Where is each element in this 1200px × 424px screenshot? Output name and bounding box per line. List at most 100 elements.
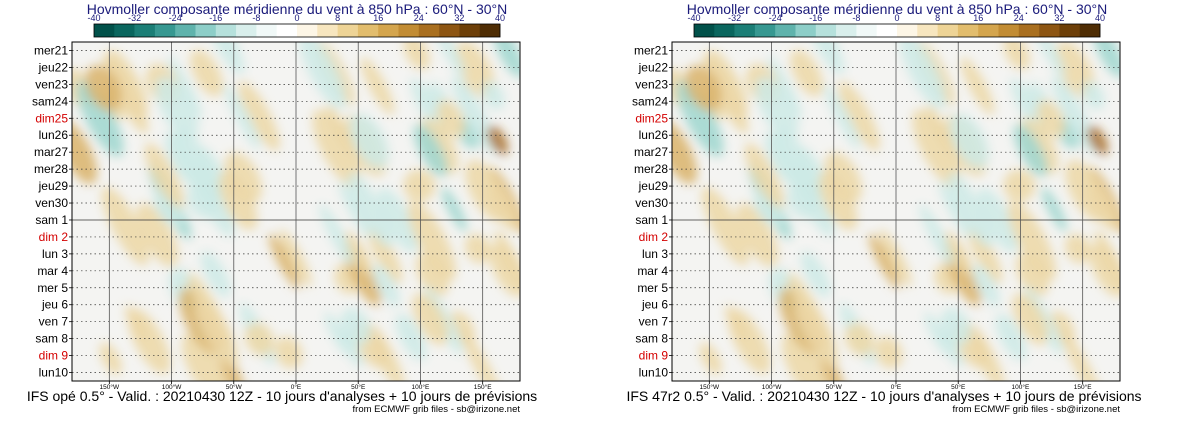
- x-tick-label: 50°W: [826, 383, 843, 391]
- colorbar-swatch: [154, 24, 176, 37]
- colorbar-tick-label: 0: [894, 13, 899, 23]
- colorbar-tick-label: -40: [87, 13, 100, 23]
- y-tick-label: jeu29: [38, 179, 69, 193]
- x-tick-label: 100°W: [762, 383, 782, 391]
- colorbar-frame: [693, 23, 1101, 38]
- y-axis: mer21 jeu22 ven23 sam24 dim25 lun26 mar27 mer28…: [632, 43, 672, 380]
- y-tick-label: jeu22: [38, 60, 69, 74]
- credit-line: from ECMWF grib files - sb@irizone.net: [953, 404, 1121, 415]
- x-tick-label: 50°W: [226, 383, 243, 391]
- colorbar-swatch: [1059, 24, 1080, 37]
- credit-line: from ECMWF grib files - sb@irizone.net: [353, 404, 521, 415]
- y-tick-label: ven23: [35, 77, 68, 91]
- colorbar-swatch: [815, 24, 837, 37]
- colorbar-swatch: [836, 24, 857, 37]
- y-tick-label: mer21: [34, 43, 68, 57]
- colorbar-swatch: [357, 24, 379, 37]
- colorbar-swatch: [1018, 24, 1040, 37]
- colorbar-tick-label: -16: [809, 13, 822, 23]
- colorbar-swatch: [114, 24, 135, 37]
- colorbar-swatch: [694, 24, 715, 37]
- y-tick-label: mar27: [634, 145, 668, 159]
- colorbar-swatch: [459, 24, 480, 37]
- y-tick-label: jeu29: [638, 179, 669, 193]
- x-tick-label: 0°E: [891, 383, 902, 391]
- colorbar-swatch: [897, 24, 918, 37]
- colorbar-swatch: [134, 24, 156, 37]
- x-axis: 150°W 100°W 50°W 0°E 50°E 100°E 150°E: [700, 381, 1092, 391]
- colorbar-frame: [93, 23, 501, 38]
- colorbar-tick-label: -8: [852, 13, 860, 23]
- colorbar-swatch: [276, 24, 298, 37]
- colorbar-swatch: [175, 24, 196, 37]
- y-tick-label: mar 4: [637, 264, 668, 278]
- colorbar-swatch: [795, 24, 817, 37]
- y-tick-label: mar 4: [37, 264, 68, 278]
- colorbar-swatch: [418, 24, 440, 37]
- y-tick-label: lun 3: [642, 247, 668, 261]
- y-tick-label: sam24: [32, 94, 68, 108]
- colorbar: -40 -32 -24 -16 -8 0 8 16 24 32 40: [87, 13, 505, 38]
- colorbar-swatch: [957, 24, 979, 37]
- y-tick-label: dim 9: [639, 349, 669, 363]
- plot-frame: [71, 41, 521, 382]
- colorbar-tick-label: 40: [495, 13, 505, 23]
- colorbar-tick-label: -40: [687, 13, 700, 23]
- colorbar-swatch: [917, 24, 938, 37]
- y-tick-label: ven30: [635, 196, 668, 210]
- y-tick-label: ven 7: [639, 315, 669, 329]
- y-tick-label: lun26: [39, 128, 69, 142]
- colorbar-tick-label: 8: [935, 13, 940, 23]
- colorbar-swatch: [856, 24, 877, 37]
- colorbar-tick-label: 40: [1095, 13, 1105, 23]
- x-tick-label: 100°W: [162, 383, 182, 391]
- colorbar-swatch: [337, 24, 359, 37]
- y-tick-label: lun26: [639, 128, 669, 142]
- y-tick-label: sam 1: [635, 213, 668, 227]
- colorbar-tick-label: -32: [128, 13, 141, 23]
- y-tick-label: mer21: [634, 43, 668, 57]
- chart-title: Hovmoller composante méridienne du vent …: [687, 1, 1108, 17]
- colorbar-tick-label: 16: [973, 13, 983, 23]
- colorbar-swatch: [398, 24, 420, 37]
- colorbar-swatch: [775, 24, 796, 37]
- y-tick-label: sam24: [632, 94, 668, 108]
- colorbar-tick-label: 32: [454, 13, 464, 23]
- footer-caption: IFS opé 0.5° - Valid. : 20210430 12Z - 1…: [27, 388, 537, 404]
- colorbar-tick-label: 16: [373, 13, 383, 23]
- colorbar-swatch: [439, 24, 460, 37]
- x-tick-label: 50°E: [351, 383, 366, 391]
- colorbar-tick-label: -16: [209, 13, 222, 23]
- colorbar-swatch: [734, 24, 756, 37]
- plot-frame: [671, 41, 1121, 382]
- colorbar-swatch: [378, 24, 399, 37]
- y-tick-label: dim25: [635, 111, 668, 125]
- colorbar-swatch: [937, 24, 959, 37]
- colorbar-swatch: [215, 24, 237, 37]
- y-tick-label: dim 2: [639, 230, 669, 244]
- y-tick-label: ven 7: [39, 315, 69, 329]
- y-tick-label: dim 2: [39, 230, 69, 244]
- colorbar-swatch: [1039, 24, 1060, 37]
- colorbar: -40 -32 -24 -16 -8 0 8 16 24 32 40: [687, 13, 1105, 38]
- colorbar-swatch: [998, 24, 1020, 37]
- y-tick-label: mer 5: [637, 281, 668, 295]
- colorbar-swatch: [479, 24, 501, 37]
- colorbar-tick-label: 0: [294, 13, 299, 23]
- colorbar-tick-label: 32: [1054, 13, 1064, 23]
- colorbar-swatch: [1079, 24, 1101, 37]
- panel-1: Hovmoller composante méridienne du vent …: [27, 1, 537, 415]
- footer-caption: IFS 47r2 0.5° - Valid. : 20210430 12Z - …: [626, 388, 1141, 404]
- y-tick-label: dim 9: [39, 349, 69, 363]
- x-tick-label: 50°E: [951, 383, 966, 391]
- x-tick-label: 0°E: [291, 383, 302, 391]
- x-tick-label: 150°W: [700, 383, 720, 391]
- y-tick-label: dim25: [35, 111, 68, 125]
- colorbar-swatch: [317, 24, 338, 37]
- colorbar-tick-label: 24: [414, 13, 424, 23]
- y-tick-label: lun10: [639, 366, 669, 380]
- x-tick-label: 100°E: [412, 383, 430, 391]
- y-tick-label: jeu22: [638, 60, 669, 74]
- x-tick-label: 150°E: [1074, 383, 1092, 391]
